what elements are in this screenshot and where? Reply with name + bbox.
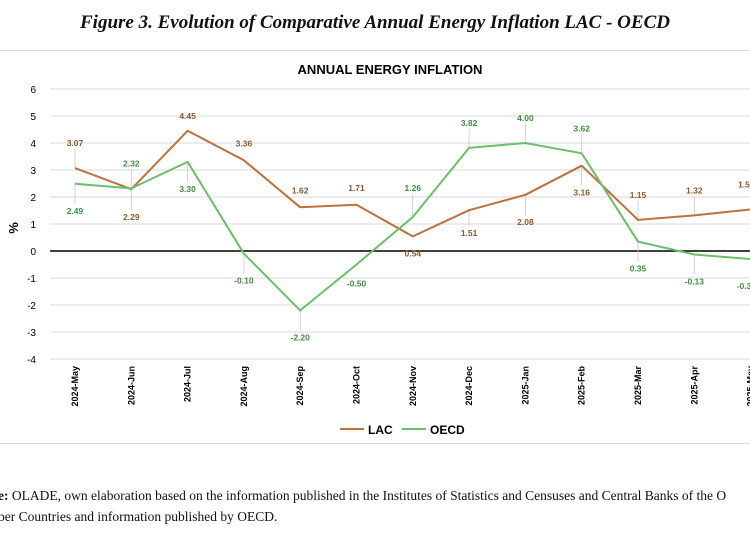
data-labels: 3.07 2.29 4.45 3.36 1.62 1.71 0.54 1.51 2.08 3.16… xyxy=(67,111,750,343)
data-label-lac: 1.32 xyxy=(686,185,703,195)
figure-title: Figure 3. Evolution of Comparative Annua… xyxy=(80,12,670,33)
x-tick-label: 2024-May xyxy=(70,366,80,407)
y-tick-label: 4 xyxy=(30,139,36,150)
data-label-oecd: 2.32 xyxy=(123,158,140,168)
data-label-lac: 1.51 xyxy=(461,228,478,238)
data-label-oecd: 3.30 xyxy=(179,184,196,194)
data-label-lac: 2.29 xyxy=(123,212,140,222)
x-tick-label: 2024-Aug xyxy=(239,366,249,407)
gridlines xyxy=(50,88,750,360)
data-label-oecd: -0.3 xyxy=(737,281,750,291)
y-axis-label: % xyxy=(6,222,21,234)
x-tick-label: 2025-Mar xyxy=(633,366,643,406)
data-label-oecd: 0.35 xyxy=(630,264,647,274)
line-chart: ANNUAL ENERGY INFLATION % -4 -3 -2 -1 0 1 2 3 4 5… xyxy=(6,62,750,437)
data-label-lac: 3.07 xyxy=(67,138,84,148)
y-tick-label: 1 xyxy=(30,220,36,231)
y-tick-label: 3 xyxy=(30,166,36,177)
data-label-lac: 2.08 xyxy=(517,217,534,227)
x-tick-label: 2025-Apr xyxy=(689,366,699,405)
y-tick-label: -1 xyxy=(27,274,36,285)
x-tick-label: 2024-Sep xyxy=(295,366,305,406)
data-label-lac: 1.5 xyxy=(738,179,750,189)
y-tick-label: 5 xyxy=(30,112,36,123)
x-tick-label: 2025-Feb xyxy=(577,366,587,406)
source-line-2: ber Countries and information published … xyxy=(0,509,278,524)
x-tick-label: 2024-Nov xyxy=(408,366,418,406)
data-label-oecd: -0.10 xyxy=(234,276,254,286)
label-leader-lines xyxy=(74,124,695,331)
data-label-oecd: 4.00 xyxy=(517,113,534,123)
x-axis-ticks: 2024-May 2024-Jun 2024-Jul 2024-Aug 2024-Sep… xyxy=(70,366,750,407)
data-label-lac: 1.62 xyxy=(292,185,309,195)
chart-title: ANNUAL ENERGY INFLATION xyxy=(298,62,483,77)
legend: LAC OECD xyxy=(340,423,465,437)
data-label-lac: 3.16 xyxy=(573,188,590,198)
data-label-lac: 0.54 xyxy=(405,248,422,258)
legend-label-oecd: OECD xyxy=(430,423,465,437)
x-tick-label: 2024-Jun xyxy=(126,366,136,405)
series-line-lac xyxy=(74,129,750,238)
data-label-lac: 1.71 xyxy=(348,183,365,193)
y-tick-label: -4 xyxy=(27,355,36,366)
y-tick-label: 2 xyxy=(30,193,36,204)
series-line-oecd xyxy=(74,142,750,312)
data-label-oecd: -0.50 xyxy=(347,279,367,289)
y-tick-label: 0 xyxy=(30,247,36,258)
y-tick-label: -3 xyxy=(27,328,36,339)
y-tick-label: -2 xyxy=(27,301,36,312)
source-line-1: OLADE, own elaboration based on the info… xyxy=(8,488,727,503)
data-label-oecd: 1.26 xyxy=(405,183,422,193)
chart-frame xyxy=(0,50,750,444)
x-tick-label: 2024-Dec xyxy=(464,366,474,406)
legend-label-lac: LAC xyxy=(368,423,393,437)
data-label-oecd: 3.62 xyxy=(573,123,590,133)
source-note: e: OLADE, own elaboration based on the i… xyxy=(0,485,750,527)
data-label-oecd: -0.13 xyxy=(685,277,705,287)
x-tick-label: 2025-May xyxy=(746,366,750,407)
source-prefix: e: xyxy=(0,488,9,503)
data-label-oecd: -2.20 xyxy=(291,332,311,342)
data-label-lac: 4.45 xyxy=(179,111,196,121)
data-label-oecd: 2.49 xyxy=(67,206,84,216)
y-tick-label: 6 xyxy=(30,85,36,96)
x-tick-label: 2025-Jan xyxy=(520,366,530,405)
x-tick-label: 2024-Jul xyxy=(183,366,193,402)
data-label-lac: 3.36 xyxy=(236,138,253,148)
data-label-oecd: 3.82 xyxy=(461,118,478,128)
y-axis-ticks: -4 -3 -2 -1 0 1 2 3 4 5 6 xyxy=(27,85,36,366)
series-lines xyxy=(74,129,750,312)
x-tick-label: 2024-Oct xyxy=(352,366,362,404)
data-label-lac: 1.15 xyxy=(630,190,647,200)
